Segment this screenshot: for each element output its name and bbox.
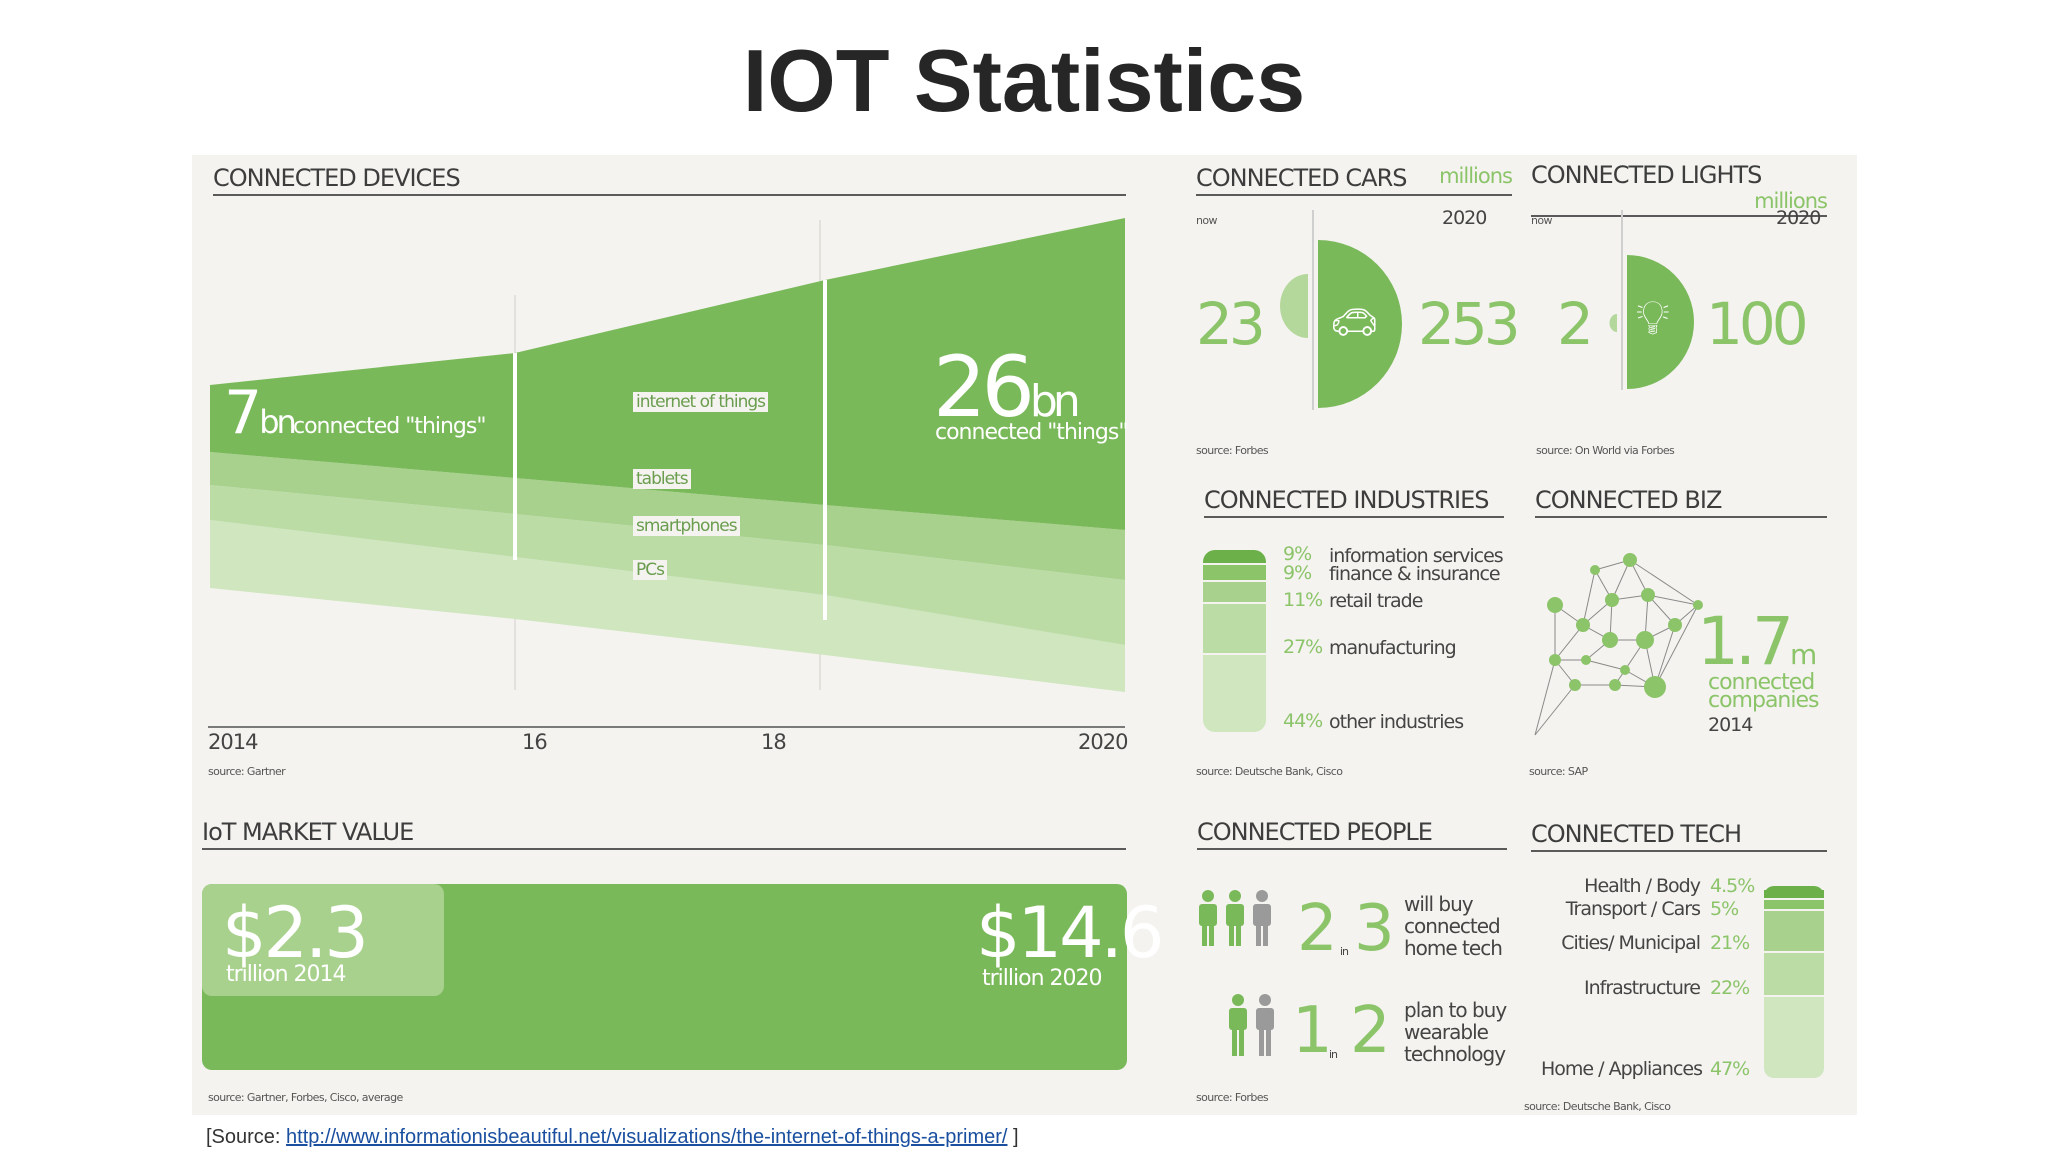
lights-future-label: 2020 [1776, 207, 1821, 229]
devices-source: source: Gartner [208, 765, 286, 778]
market-right-caption: trillion 2020 [982, 966, 1103, 991]
page-title: IOT Statistics [742, 31, 1306, 130]
market-left-value: $2.3 [222, 892, 369, 974]
axis-tick-18: 18 [761, 730, 787, 754]
tech-label-2: Cities/ Municipal [1561, 932, 1701, 954]
footer-source: [Source: http://www.informationisbeautif… [206, 1126, 1019, 1148]
tech-stacked-bar [1764, 886, 1824, 1078]
industry-label-0: information services [1329, 545, 1504, 567]
devices-right-caption: connected "things" [935, 420, 1128, 445]
axis-tick-2014: 2014 [208, 730, 258, 754]
lights-future-value: 100 [1706, 290, 1809, 358]
tech-pct-0: 4.5% [1710, 875, 1755, 897]
industry-pct-4: 44% [1283, 710, 1323, 732]
cars-now-value: 23 [1196, 290, 1266, 358]
people-row1-b: 3 [1354, 892, 1395, 966]
industry-label-4: other industries [1329, 711, 1464, 733]
industry-pct-2: 11% [1283, 589, 1323, 611]
cars-source: source: Forbes [1196, 444, 1269, 457]
market-right-value: $14.6 [976, 892, 1164, 974]
people-icons-row2 [1229, 994, 1274, 1056]
lights-heading: CONNECTED LIGHTS millions [1531, 161, 1828, 217]
people-row2-a: 1 [1292, 994, 1333, 1068]
biz-network-graph [1534, 553, 1703, 736]
tech-label-4: Home / Appliances [1541, 1058, 1703, 1080]
people-source: source: Forbes [1196, 1091, 1269, 1104]
devices-left-value: 7bn [224, 378, 297, 448]
biz-value: 1.7m [1697, 603, 1817, 680]
biz-heading: CONNECTED BIZ [1535, 486, 1827, 518]
tech-heading: CONNECTED TECH [1531, 820, 1827, 852]
industries-heading: CONNECTED INDUSTRIES [1204, 486, 1504, 518]
biz-source: source: SAP [1529, 765, 1588, 778]
cars-half-circles [1280, 210, 1402, 410]
industry-pct-0: 9% [1283, 543, 1312, 565]
iot-layer [210, 218, 1125, 530]
lights-now-label: now [1531, 214, 1553, 227]
cars-future-value: 253 [1418, 290, 1521, 358]
axis-tick-16: 16 [522, 730, 548, 754]
layer-label-pcs: PCs [633, 560, 667, 580]
lights-half-circles [1609, 210, 1694, 390]
smartphones-layer [210, 485, 1125, 645]
people-row1-in: in [1340, 945, 1349, 958]
people-heading: CONNECTED PEOPLE [1197, 818, 1507, 850]
biz-year: 2014 [1708, 714, 1753, 736]
people-row2-b: 2 [1350, 994, 1391, 1068]
devices-stream-chart [208, 218, 1125, 728]
layer-label-iot: internet of things [633, 392, 768, 412]
tech-pct-4: 47% [1710, 1058, 1750, 1080]
footer-source-link[interactable]: http://www.informationisbeautiful.net/vi… [286, 1126, 1008, 1148]
people-row1-a: 2 [1297, 892, 1338, 966]
devices-right-value: 26bn [933, 338, 1081, 436]
people-row1-text: will buy connected home tech [1404, 892, 1503, 960]
industries-source: source: Deutsche Bank, Cisco [1196, 765, 1343, 778]
industry-pct-1: 9% [1283, 562, 1312, 584]
industry-pct-3: 27% [1283, 636, 1323, 658]
biz-caption-1: connected [1708, 670, 1815, 695]
industry-label-1: finance & insurance [1329, 563, 1501, 585]
tech-label-1: Transport / Cars [1565, 898, 1701, 920]
lights-now-value: 2 [1557, 290, 1594, 358]
cars-heading: CONNECTED CARS millions [1196, 164, 1513, 196]
market-source: source: Gartner, Forbes, Cisco, average [208, 1091, 403, 1104]
people-row2-text: plan to buy wearable technology [1404, 998, 1507, 1066]
pcs-layer [210, 520, 1125, 692]
cars-unit: millions [1439, 164, 1513, 188]
people-icons-row1 [1199, 890, 1271, 946]
lights-source: source: On World via Forbes [1536, 444, 1675, 457]
tech-source: source: Deutsche Bank, Cisco [1524, 1100, 1671, 1113]
industry-label-2: retail trade [1329, 590, 1423, 612]
market-bar-2014 [202, 884, 444, 996]
layer-label-smartphones: smartphones [633, 516, 740, 536]
devices-left-caption: connected "things" [293, 414, 486, 439]
cars-future-label: 2020 [1442, 207, 1487, 229]
industries-stacked-bar [1203, 550, 1266, 732]
industry-label-3: manufacturing [1329, 637, 1457, 659]
tech-label-0: Health / Body [1584, 875, 1701, 897]
devices-heading: CONNECTED DEVICES [213, 164, 1126, 196]
tech-label-3: Infrastructure [1583, 977, 1701, 999]
tech-pct-3: 22% [1710, 977, 1750, 999]
tech-pct-1: 5% [1710, 898, 1739, 920]
market-left-caption: trillion 2014 [226, 962, 347, 987]
cars-now-label: now [1196, 214, 1218, 227]
light-bulb-icon: 💡︎ [1636, 290, 1670, 346]
market-heading: IoT MARKET VALUE [202, 818, 1126, 850]
tech-pct-2: 21% [1710, 932, 1750, 954]
axis-tick-2020: 2020 [1078, 730, 1128, 754]
people-row2-in: in [1329, 1048, 1338, 1061]
biz-caption-2: companies [1708, 688, 1819, 713]
car-icon: 🚗︎ [1330, 300, 1378, 344]
lights-unit: millions [1754, 189, 1828, 213]
layer-label-tablets: tablets [633, 469, 691, 489]
